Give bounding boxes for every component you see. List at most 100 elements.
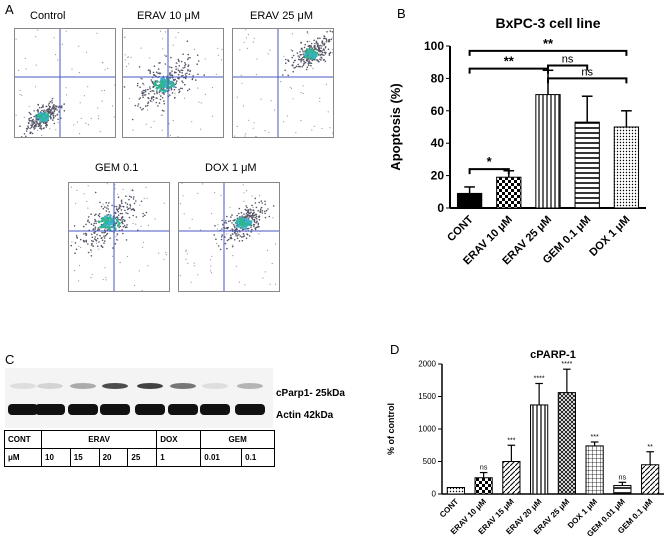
significance-label: ** [543,36,554,51]
y-axis-label: Apoptosis (%) [388,83,403,170]
significance-label: ns [562,53,574,65]
significance-bracket: ** [468,36,628,56]
bar [446,487,465,495]
y-axis-label: % of control [386,403,396,455]
table-cell: μM [4,448,42,467]
panel-label-a: A [5,2,14,17]
panel-label-b: B [397,6,406,21]
table-row: CONT ERAV DOX GEM [4,430,275,449]
table-cell: CONT [4,430,42,449]
bar [613,126,640,209]
y-tick-label: 20 [431,169,445,183]
table-cell: 15 [69,448,100,467]
y-tick-label: 80 [431,71,445,85]
flow-title-erav10: ERAV 10 μM [137,10,200,22]
significance-bracket: ns [547,53,589,71]
table-cell: 0.01 [200,448,243,467]
significance-label: ns [619,474,627,481]
actin-band [235,404,265,415]
flow-dots [70,183,167,291]
y-tick-label: 100 [424,39,444,53]
significance-label: * [487,154,493,169]
bar [502,461,521,495]
significance-label: ns [581,66,593,78]
y-tick-label: 40 [431,136,445,150]
cparp1-band [70,383,96,389]
flow-dots [123,30,223,137]
actin-band [35,404,65,415]
table-row: μM 10 15 20 25 1 0.01 0.1 [4,448,275,467]
flow-title-dox: DOX 1 μM [205,162,257,174]
bar [641,464,660,495]
bar [557,392,576,495]
flow-plot-control [14,28,116,138]
cparp1-band [202,383,228,389]
flow-plot-erav25 [232,28,334,138]
flow-dots [234,29,333,137]
actin-band [168,404,198,415]
flow-title-gem: GEM 0.1 [95,162,139,174]
chart-b-apoptosis: BxPC-3 cell line Apoptosis (%) 0 20 40 60 80 10… [388,15,646,267]
y-tick-label: 0 [432,490,437,499]
actin-band [200,404,230,415]
blot-table: CONT ERAV DOX GEM μM 10 15 20 25 1 0.01 … [4,430,275,467]
actin-band [100,404,130,415]
flow-title-erav25: ERAV 25 μM [250,10,313,22]
y-tick-label: 60 [431,104,445,118]
table-cell: DOX [156,430,202,449]
actin-band [135,404,165,415]
panel-label-c: C [5,352,15,367]
significance-label: *** [591,434,599,441]
y-tick-label: 1000 [418,425,436,434]
flow-plot-gem [68,182,170,292]
western-blot-image [5,368,273,428]
cparp1-band [37,383,63,389]
chart-d-cparp1: cPARP-1% of control0500100015002000CONTE… [386,349,664,539]
significance-label: ns [480,465,488,472]
significance-label: ** [647,444,653,451]
flow-plot-dox [178,182,280,292]
significance-label: **** [561,361,572,368]
flow-plot-erav10 [122,28,224,138]
flow-dots [179,183,279,286]
actin-band [68,404,98,415]
actin-band [8,404,38,415]
chart-title: BxPC-3 cell line [495,15,600,31]
table-cell: 25 [127,448,158,467]
panel-label-d: D [390,342,400,357]
significance-bracket: ns [547,66,628,84]
significance-bracket: * [468,154,510,175]
bar [585,445,604,495]
bar [496,176,522,209]
y-tick-label: 1500 [418,392,436,401]
table-cell: GEM [200,430,275,449]
flow-title-control: Control [30,10,66,22]
y-tick-label: 0 [437,201,444,215]
bar [456,192,483,209]
cparp1-band [102,383,128,389]
cparp1-band [170,383,196,389]
table-cell: 0.1 [241,448,275,467]
significance-label: **** [534,376,545,383]
bar [535,94,561,209]
table-cell: ERAV [40,430,158,449]
cparp1-band [137,383,163,389]
table-cell: 20 [98,448,129,467]
y-tick-label: 500 [423,457,437,466]
significance-bracket: ** [468,54,549,74]
x-tick-label: DOX 1 μM [587,214,632,259]
y-tick-label: 2000 [418,360,436,369]
significance-label: ** [504,54,515,69]
bar [474,477,493,495]
bar [613,485,632,495]
band-label-cparp1: cParp1- 25kDa [276,388,345,399]
x-tick-label: CONT [438,497,460,519]
table-cell: 10 [41,448,71,467]
band-label-actin: Actin 42kDa [276,410,334,421]
bar [574,121,600,209]
table-cell: 1 [156,448,202,467]
cparp1-band [237,383,263,389]
flow-dots [15,29,115,137]
chart-title: cPARP-1 [530,349,576,361]
significance-label: *** [507,437,515,444]
